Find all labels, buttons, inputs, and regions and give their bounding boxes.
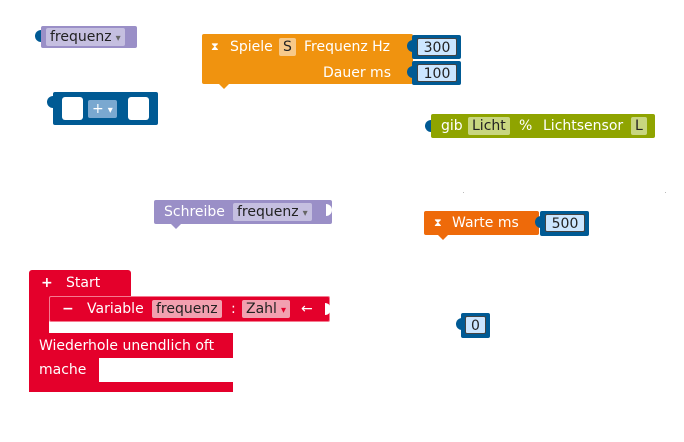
variable-label: Variable	[87, 301, 144, 317]
frequency-number-field[interactable]: 300	[417, 38, 457, 56]
loop-body-slot[interactable]	[99, 358, 233, 382]
wait-value-block[interactable]: 500	[535, 211, 589, 236]
math-arithmetic-block[interactable]: + ▾	[47, 92, 158, 125]
value-input-slot[interactable]	[326, 204, 332, 216]
output-connector	[425, 120, 431, 132]
get-label: gib	[441, 118, 463, 134]
light-sensor-block[interactable]: gib Licht % Lichtsensor L	[425, 114, 655, 138]
variable-name-field[interactable]: frequenz	[152, 300, 222, 318]
percent-unit: %	[519, 118, 533, 134]
sensor-port-dropdown[interactable]: L	[631, 117, 647, 135]
write-variable-dropdown[interactable]: frequenz ▾	[233, 203, 312, 221]
output-connector	[535, 216, 541, 228]
frequency-value-block[interactable]: 300	[407, 35, 461, 59]
start-block[interactable]: + Start	[29, 270, 131, 300]
frequenz-variable-dropdown[interactable]: frequenz ▾	[46, 28, 125, 46]
math-right-input-slot[interactable]	[128, 97, 149, 120]
frequency-label: Frequenz Hz	[304, 39, 391, 55]
next-statement-notch	[171, 224, 181, 229]
sensor-name-label: Lichtsensor	[543, 118, 624, 134]
colon-separator: :	[231, 301, 236, 317]
start-expand-icon[interactable]: +	[41, 275, 53, 291]
workspace-dot	[463, 192, 464, 193]
duration-number-field[interactable]: 100	[417, 64, 457, 82]
number-block[interactable]: 0	[456, 313, 490, 338]
loop-footer	[29, 382, 233, 392]
workspace-dot	[665, 192, 666, 193]
assign-arrow: ←	[301, 301, 313, 317]
play-label: Spiele	[230, 39, 273, 55]
write-label: Schreibe	[164, 204, 225, 220]
wait-number-field[interactable]: 500	[545, 214, 585, 232]
variable-type-dropdown[interactable]: Zahl ▾	[242, 300, 290, 318]
output-connector	[407, 40, 413, 52]
start-block-side	[29, 296, 49, 336]
loop-body-side: mache	[29, 358, 99, 382]
number-value-field[interactable]: 0	[465, 316, 486, 334]
wait-label: Warte ms	[452, 215, 519, 231]
repeat-forever-block[interactable]: Wiederhole unendlich oft	[29, 333, 233, 358]
variable-declaration-block[interactable]: − Variable frequenz : Zahl ▾ ←	[49, 296, 331, 322]
value-input-slot[interactable]	[325, 303, 331, 315]
math-operator-dropdown[interactable]: + ▾	[88, 100, 117, 118]
output-connector	[47, 96, 53, 108]
output-connector	[407, 66, 413, 78]
start-label: Start	[66, 275, 101, 291]
speaker-icon: ⧗	[211, 40, 219, 53]
next-statement-notch	[438, 235, 448, 240]
repeat-forever-label: Wiederhole unendlich oft	[39, 338, 215, 354]
duration-label: Dauer ms	[323, 65, 391, 81]
write-variable-block[interactable]: Schreibe frequenz ▾	[154, 200, 332, 229]
collapse-icon[interactable]: −	[62, 301, 74, 317]
frequenz-variable-block[interactable]: frequenz ▾	[35, 26, 137, 48]
duration-value-block[interactable]: 100	[407, 61, 461, 85]
math-left-input-slot[interactable]	[62, 97, 83, 120]
sound-dropdown[interactable]: S	[279, 38, 296, 56]
wait-block[interactable]: ⧗ Warte ms	[424, 211, 539, 240]
hourglass-icon: ⧗	[434, 216, 442, 229]
play-tone-block[interactable]: ⧗ Spiele S Frequenz Hz Dauer ms	[202, 34, 413, 89]
output-connector	[456, 318, 462, 330]
sensor-mode-dropdown[interactable]: Licht	[468, 117, 510, 135]
do-label: mache	[39, 362, 87, 378]
next-statement-notch	[219, 84, 229, 89]
output-connector	[35, 30, 41, 42]
